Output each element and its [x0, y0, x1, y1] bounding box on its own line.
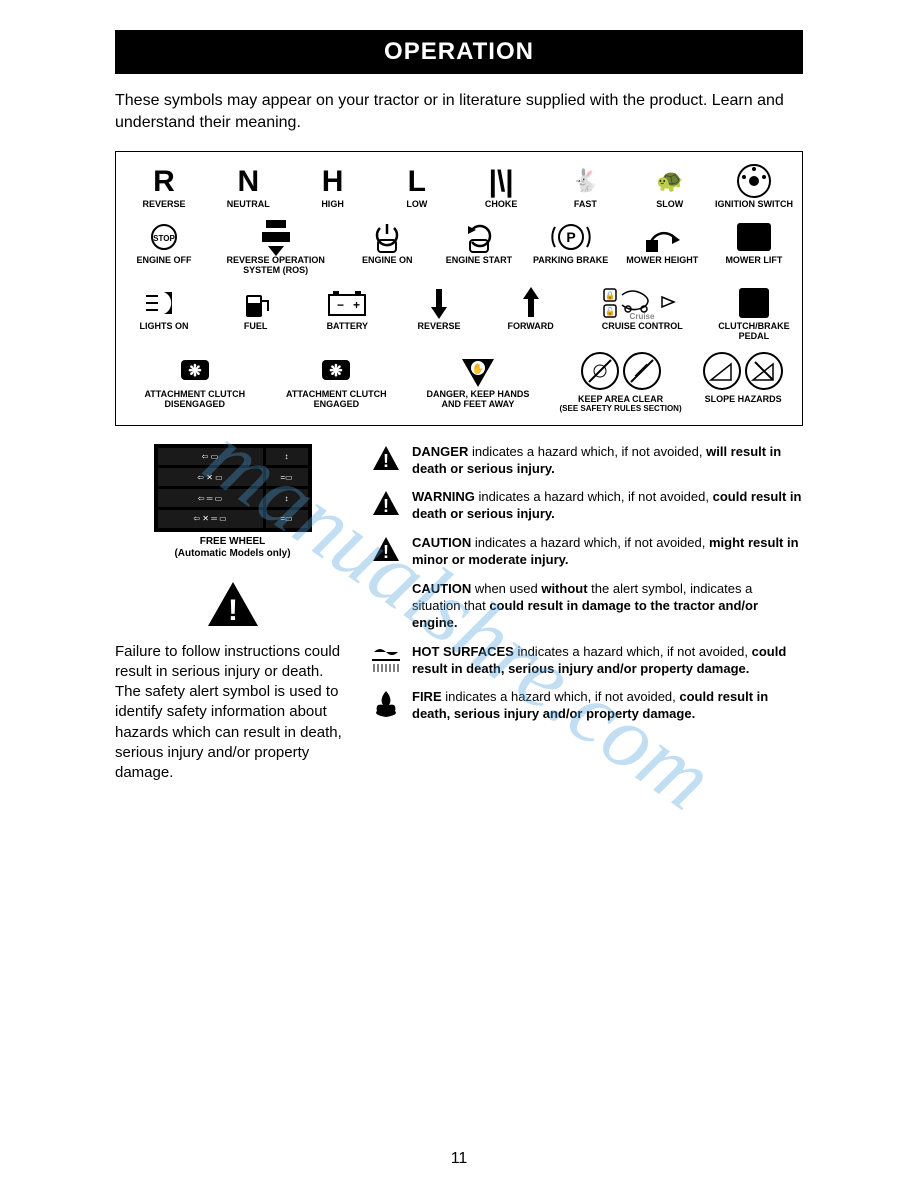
sym-high: HHIGH [293, 162, 373, 210]
sym-ignition: IGNITION SWITCH [714, 162, 794, 210]
hazard-caution: ! CAUTION indicates a hazard which, if n… [370, 535, 803, 569]
page-number: 11 [0, 1150, 918, 1168]
big-warning-icon: ! [115, 580, 350, 628]
fire-icon [370, 689, 402, 723]
sym-choke: |\|CHOKE [461, 162, 541, 210]
hazard-hot: HOT SURFACES indicates a hazard which, i… [370, 644, 803, 678]
free-wheel-label: FREE WHEEL(Automatic Models only) [174, 536, 290, 560]
symbol-grid: RREVERSE NNEUTRAL HHIGH LLOW |\|CHOKE 🐇F… [115, 151, 803, 425]
sym-fuel: FUEL [216, 284, 296, 332]
svg-text:✋: ✋ [472, 362, 484, 375]
free-wheel-diagram: ⇦ ▭↕ ⇦ ✕ ▭=▭ ⇦ ═ ▭↕ ⇦ ✕ ═ ▭=▭ [154, 444, 312, 532]
sym-slow: 🐢SLOW [630, 162, 710, 210]
sym-clutch-engaged: ❋ATTACHMENT CLUTCH ENGAGED [276, 352, 396, 410]
sym-clutch-disengaged: ❋ATTACHMENT CLUTCH DISENGAGED [135, 352, 255, 410]
sym-clutch-brake: CLUTCH/BRAKE PEDAL [714, 284, 794, 342]
symbol-row-1: RREVERSE NNEUTRAL HHIGH LLOW |\|CHOKE 🐇F… [124, 162, 794, 210]
hazard-caution-nosymbol: CAUTION when used without the alert symb… [370, 581, 803, 632]
hazard-circ-1 [581, 352, 619, 390]
warning-triangle-icon: ! [370, 489, 402, 523]
svg-text:❋: ❋ [330, 363, 344, 380]
svg-text:!: ! [383, 496, 389, 516]
slope-cluster: SLOPE HAZARDS [703, 352, 783, 404]
symbol-row-4: ❋ATTACHMENT CLUTCH DISENGAGED ❋ATTACHMEN… [124, 352, 794, 413]
mower-lift-icon [737, 223, 771, 251]
svg-text:🔒: 🔒 [605, 291, 615, 300]
hot-surface-icon [370, 644, 402, 678]
hazard-warning: ! WARNING indicates a hazard which, if n… [370, 489, 803, 523]
sym-neutral: NNEUTRAL [208, 162, 288, 210]
sym-reverse: RREVERSE [124, 162, 204, 210]
sym-battery: −+BATTERY [307, 284, 387, 332]
clutch-brake-icon [739, 288, 769, 318]
symbol-row-3: LIGHTS ON FUEL −+BATTERY REVERSE FORWARD… [124, 284, 794, 342]
sym-fast: 🐇FAST [545, 162, 625, 210]
slope-circ-1 [703, 352, 741, 390]
blank-icon [370, 581, 402, 632]
symbol-row-2: STOPENGINE OFF REVERSE OPERATION SYSTEM … [124, 218, 794, 276]
sym-engine-start: ENGINE START [439, 218, 519, 266]
sym-engine-on: ENGINE ON [347, 218, 427, 266]
svg-text:!: ! [383, 451, 389, 471]
sym-forward-arrow: FORWARD [491, 284, 571, 332]
hazard-fire: FIRE indicates a hazard which, if not av… [370, 689, 803, 723]
svg-text:❋: ❋ [188, 363, 202, 380]
sym-mower-lift: MOWER LIFT [714, 218, 794, 266]
section-title: OPERATION [115, 30, 803, 74]
sym-lights: LIGHTS ON [124, 284, 204, 332]
failure-text: Failure to follow instructions could res… [115, 642, 350, 784]
svg-text:−: − [337, 298, 344, 312]
sym-ros: REVERSE OPERATION SYSTEM (ROS) [216, 218, 336, 276]
warning-triangle-icon: ! [370, 535, 402, 569]
keep-clear-cluster: KEEP AREA CLEAR (SEE SAFETY RULES SECTIO… [560, 352, 682, 413]
lower-section: ⇦ ▭↕ ⇦ ✕ ▭=▭ ⇦ ═ ▭↕ ⇦ ✕ ═ ▭=▭ FREE WHEEL… [115, 444, 803, 784]
warning-triangle-icon: ! [370, 444, 402, 478]
intro-text: These symbols may appear on your tractor… [115, 90, 803, 133]
sym-cruise: 🔒🔓CruiseCRUISE CONTROL [582, 284, 702, 332]
svg-text:!: ! [228, 594, 238, 627]
hazard-danger: ! DANGER indicates a hazard which, if no… [370, 444, 803, 478]
sym-danger-hands: ✋DANGER, KEEP HANDS AND FEET AWAY [418, 352, 538, 410]
svg-text:+: + [353, 298, 360, 312]
slope-circ-2 [745, 352, 783, 390]
svg-text:🔓: 🔓 [605, 306, 615, 316]
lower-left-col: ⇦ ▭↕ ⇦ ✕ ▭=▭ ⇦ ═ ▭↕ ⇦ ✕ ═ ▭=▭ FREE WHEEL… [115, 444, 350, 784]
sym-engine-off: STOPENGINE OFF [124, 218, 204, 266]
sym-low: LLOW [377, 162, 457, 210]
svg-text:Cruise: Cruise [630, 312, 655, 321]
sym-mower-height: MOWER HEIGHT [622, 218, 702, 266]
svg-text:P: P [566, 229, 575, 245]
svg-text:STOP: STOP [153, 234, 175, 243]
free-wheel-block: ⇦ ▭↕ ⇦ ✕ ▭=▭ ⇦ ═ ▭↕ ⇦ ✕ ═ ▭=▭ FREE WHEEL… [115, 444, 350, 560]
sym-parking-brake: PPARKING BRAKE [531, 218, 611, 266]
hazard-circ-2 [623, 352, 661, 390]
svg-text:!: ! [383, 542, 389, 562]
lower-right-col: ! DANGER indicates a hazard which, if no… [370, 444, 803, 784]
sym-reverse-arrow: REVERSE [399, 284, 479, 332]
